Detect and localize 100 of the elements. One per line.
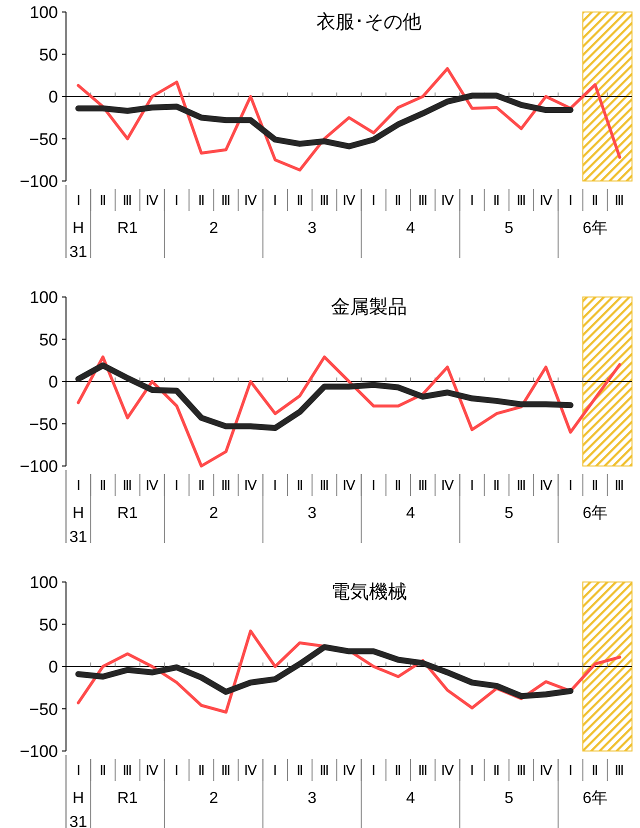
x-tick-label: Ⅳ xyxy=(146,477,159,493)
x-tick-label: Ⅳ xyxy=(342,192,356,208)
x-tick-label: Ⅱ xyxy=(592,192,599,208)
x-tick-label: Ⅲ xyxy=(319,192,330,208)
chart-title: 金属製品 xyxy=(331,297,407,318)
x-tick-label: Ⅰ xyxy=(470,192,474,208)
text: R1 xyxy=(117,790,138,807)
x-tick-label: Ⅰ xyxy=(273,477,278,493)
text: H31 xyxy=(69,220,88,261)
x-tick-label: Ⅱ xyxy=(296,192,304,208)
text: 4 xyxy=(406,220,416,237)
y-tick-label: 0 xyxy=(48,88,58,106)
y-tick-label: 100 xyxy=(30,3,58,22)
x-tick-label: Ⅰ xyxy=(372,192,376,208)
x-tick-label: Ⅰ xyxy=(372,477,376,493)
text: 5 xyxy=(504,220,514,237)
x-tick-label: Ⅳ xyxy=(440,762,454,778)
y-tick-label: 100 xyxy=(30,573,58,592)
x-tick-label: Ⅰ xyxy=(568,762,572,778)
text: R1 xyxy=(117,220,138,237)
x-tick-label: Ⅱ xyxy=(99,762,106,778)
x-tick-label: Ⅰ xyxy=(470,762,474,778)
x-tick-label: Ⅱ xyxy=(394,192,402,208)
text: 2 xyxy=(209,220,218,237)
x-tick-label: Ⅲ xyxy=(122,477,133,493)
x-tick-label: Ⅲ xyxy=(220,477,231,493)
x-tick-label: Ⅲ xyxy=(418,762,428,778)
x-tick-label: Ⅲ xyxy=(220,762,231,778)
y-tick-label: −50 xyxy=(29,130,58,149)
x-tick-label: Ⅰ xyxy=(372,762,376,778)
text: 4 xyxy=(406,790,416,807)
y-tick-label: −50 xyxy=(29,700,58,719)
x-tick-label: Ⅲ xyxy=(220,192,231,208)
y-tick-label: −50 xyxy=(29,414,58,434)
text: 6年 xyxy=(582,505,608,522)
x-tick-label: Ⅱ xyxy=(394,477,402,493)
x-tick-label: Ⅰ xyxy=(174,192,179,208)
x-tick-label: Ⅲ xyxy=(122,192,133,208)
x-tick-label: Ⅰ xyxy=(273,192,278,208)
x-tick-label: Ⅳ xyxy=(342,762,356,778)
x-tick-label: Ⅰ xyxy=(174,477,179,493)
y-tick-label: −100 xyxy=(20,742,58,761)
text: 5 xyxy=(504,505,514,522)
text: H31 xyxy=(69,505,88,546)
x-tick-label: Ⅱ xyxy=(592,762,599,778)
x-tick-label: Ⅱ xyxy=(296,762,304,778)
x-tick-label: Ⅲ xyxy=(614,192,625,208)
x-tick-label: Ⅰ xyxy=(470,477,474,493)
text: 6年 xyxy=(582,220,608,237)
text: 3 xyxy=(308,220,317,237)
chart-title: 電気機械 xyxy=(331,582,407,603)
x-tick-label: Ⅲ xyxy=(418,192,428,208)
x-tick-label: Ⅳ xyxy=(539,192,552,208)
x-tick-label: Ⅳ xyxy=(440,192,454,208)
y-tick-label: −100 xyxy=(20,457,58,476)
y-tick-label: 50 xyxy=(39,615,58,634)
chart-title: 衣服･その他 xyxy=(316,11,422,33)
y-tick-label: 100 xyxy=(30,288,58,307)
x-tick-label: Ⅳ xyxy=(342,477,356,493)
x-tick-label: Ⅲ xyxy=(516,762,526,778)
x-tick-label: Ⅳ xyxy=(244,477,258,493)
x-tick-label: Ⅲ xyxy=(614,477,625,493)
x-tick-label: Ⅳ xyxy=(440,477,454,493)
x-tick-label: Ⅰ xyxy=(76,477,80,493)
y-tick-label: 0 xyxy=(48,372,58,392)
x-tick-label: Ⅱ xyxy=(394,762,402,778)
text: 5 xyxy=(504,790,514,807)
text: H31 xyxy=(69,790,88,828)
x-tick-label: Ⅱ xyxy=(99,477,106,493)
x-tick-label: Ⅱ xyxy=(493,477,500,493)
y-tick-label: 0 xyxy=(48,658,58,676)
x-tick-label: Ⅱ xyxy=(493,762,500,778)
x-tick-label: Ⅲ xyxy=(122,762,133,778)
y-tick-label: 50 xyxy=(39,45,58,64)
y-tick-label: −100 xyxy=(20,172,58,191)
text: 4 xyxy=(406,505,416,522)
x-tick-label: Ⅲ xyxy=(319,477,330,493)
x-tick-label: Ⅲ xyxy=(319,762,330,778)
x-tick-label: Ⅳ xyxy=(146,192,159,208)
text: 6年 xyxy=(582,790,608,807)
x-tick-label: Ⅰ xyxy=(273,762,278,778)
x-tick-label: Ⅳ xyxy=(539,477,552,493)
text: 3 xyxy=(308,505,317,522)
x-tick-label: Ⅲ xyxy=(614,762,625,778)
y-tick-label: 50 xyxy=(39,330,58,350)
text: 2 xyxy=(209,790,218,807)
x-tick-label: Ⅳ xyxy=(244,192,258,208)
x-tick-label: Ⅰ xyxy=(76,192,80,208)
x-tick-label: Ⅱ xyxy=(198,192,205,208)
x-tick-label: Ⅱ xyxy=(493,192,500,208)
x-tick-label: Ⅱ xyxy=(592,477,599,493)
x-tick-label: Ⅳ xyxy=(539,762,552,778)
x-tick-label: Ⅱ xyxy=(198,477,205,493)
x-tick-label: Ⅲ xyxy=(516,477,526,493)
x-tick-label: Ⅰ xyxy=(568,192,572,208)
x-tick-label: Ⅱ xyxy=(99,192,106,208)
text: 3 xyxy=(308,790,317,807)
x-tick-label: Ⅲ xyxy=(418,477,428,493)
x-tick-label: Ⅱ xyxy=(198,762,205,778)
x-tick-label: Ⅰ xyxy=(568,477,572,493)
